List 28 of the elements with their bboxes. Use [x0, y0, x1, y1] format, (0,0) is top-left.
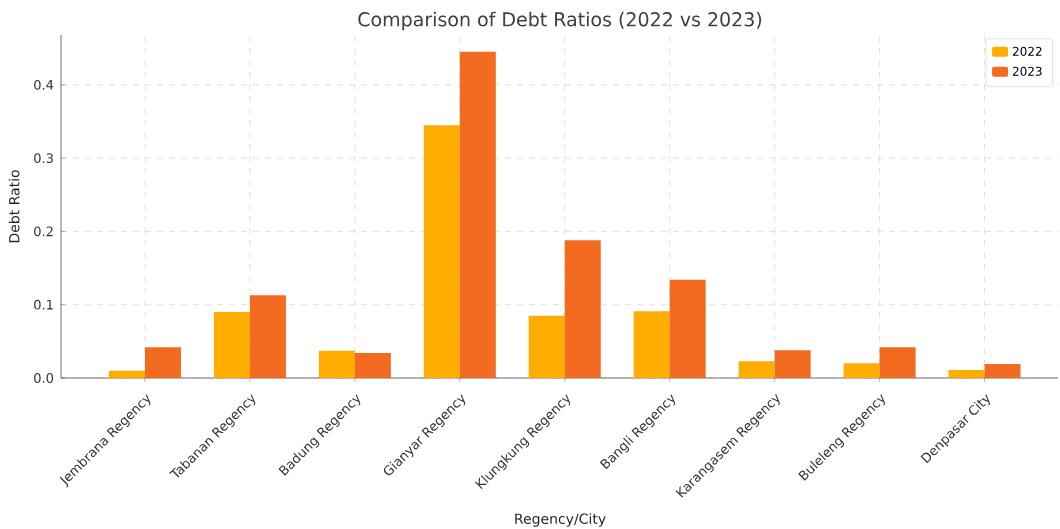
- x-axis-title: Regency/City: [515, 513, 606, 527]
- bar: [144, 347, 181, 378]
- y-axis-title: Debt Ratio: [8, 170, 20, 243]
- y-tick-label: 0.0: [34, 373, 54, 383]
- bar: [528, 315, 565, 378]
- y-tick-label: 0.2: [34, 226, 53, 237]
- bar: [318, 350, 355, 378]
- bar: [879, 347, 916, 378]
- bar: [213, 312, 250, 378]
- bar: [633, 311, 670, 378]
- bar: [984, 364, 1021, 378]
- bar: [564, 240, 601, 378]
- bar: [459, 51, 496, 378]
- legend-label: 2022: [1012, 46, 1042, 56]
- bar: [738, 361, 775, 378]
- bar: [669, 279, 706, 378]
- bar: [108, 370, 145, 378]
- bar: [843, 363, 880, 378]
- bar: [354, 353, 391, 378]
- y-tick-label: 0.4: [34, 79, 54, 90]
- legend-label: 2023: [1012, 66, 1042, 76]
- y-tick-label: 0.3: [34, 153, 53, 164]
- bar: [423, 125, 460, 378]
- chart-title: Comparison of Debt Ratios (2022 vs 2023): [358, 11, 762, 31]
- y-tick-label: 0.1: [34, 299, 53, 310]
- bar: [948, 369, 985, 378]
- bar: [249, 295, 286, 378]
- bar: [774, 350, 811, 378]
